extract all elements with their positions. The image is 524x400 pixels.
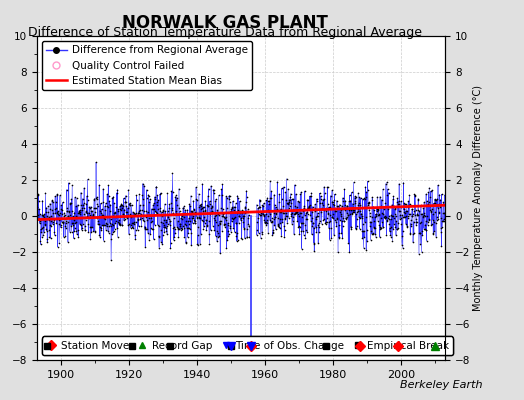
Text: NORWALK GAS PLANT: NORWALK GAS PLANT [123, 14, 328, 32]
Text: Difference of Station Temperature Data from Regional Average: Difference of Station Temperature Data f… [28, 26, 422, 39]
Legend: Station Move, Record Gap, Time of Obs. Change, Empirical Break: Station Move, Record Gap, Time of Obs. C… [42, 336, 453, 355]
Y-axis label: Monthly Temperature Anomaly Difference (°C): Monthly Temperature Anomaly Difference (… [473, 85, 483, 311]
Text: Berkeley Earth: Berkeley Earth [400, 380, 482, 390]
